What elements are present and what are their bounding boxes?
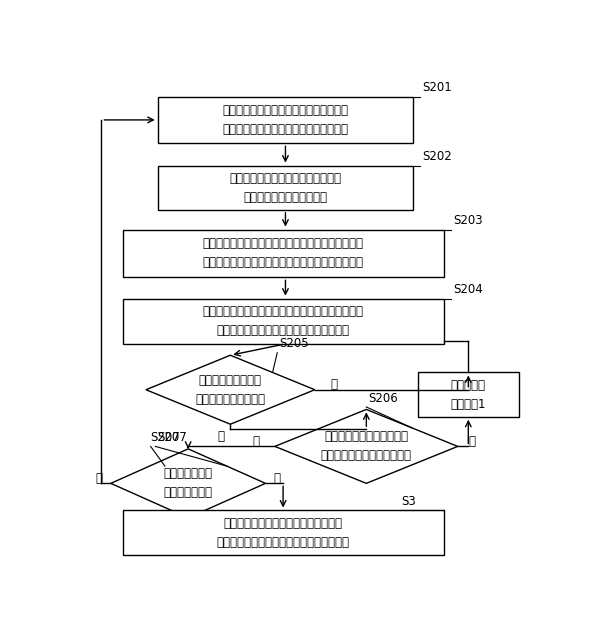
Text: 否: 否 <box>253 435 260 448</box>
FancyBboxPatch shape <box>122 230 443 277</box>
Text: S203: S203 <box>453 214 483 227</box>
Text: S205: S205 <box>280 337 309 350</box>
FancyBboxPatch shape <box>418 372 518 417</box>
Polygon shape <box>111 449 266 518</box>
Polygon shape <box>146 355 315 424</box>
Text: 否: 否 <box>96 472 103 485</box>
FancyBboxPatch shape <box>158 97 413 143</box>
Text: 是: 是 <box>330 378 337 391</box>
Text: 否: 否 <box>217 430 224 443</box>
FancyBboxPatch shape <box>122 298 443 344</box>
Text: 检查当前匹配误差是
否小于设定的误差上限: 检查当前匹配误差是 否小于设定的误差上限 <box>195 374 266 406</box>
Text: 逐尺度对每一个应用服务的历史序列
数据进行时间序列回归分析: 逐尺度对每一个应用服务的历史序列 数据进行时间序列回归分析 <box>229 172 341 204</box>
Text: S207: S207 <box>151 431 180 444</box>
Text: 每尺度下，采用多种时间序列回归分析方法进行分析
，选择误差最小的回归模型作为当前尺度的预测模型: 每尺度下，采用多种时间序列回归分析方法进行分析 ，选择误差最小的回归模型作为当前… <box>203 237 364 269</box>
FancyBboxPatch shape <box>122 511 443 555</box>
FancyBboxPatch shape <box>158 166 413 210</box>
Text: 根据预测的负载和当前应用负载情况，
进行具有功耗意识的应用服务调度优化计算: 根据预测的负载和当前应用负载情况， 进行具有功耗意识的应用服务调度优化计算 <box>217 516 350 548</box>
Polygon shape <box>275 410 458 483</box>
Text: S207: S207 <box>158 431 188 444</box>
Text: 是: 是 <box>468 435 476 448</box>
Text: 是: 是 <box>273 472 281 485</box>
Text: 检查当前所有的
应用是否预测完: 检查当前所有的 应用是否预测完 <box>164 467 212 499</box>
Text: 选择历史日志数据作为初始时间序列回归
分析输入数据，并设定最大匹配尺度层数: 选择历史日志数据作为初始时间序列回归 分析输入数据，并设定最大匹配尺度层数 <box>223 104 348 136</box>
Text: S206: S206 <box>368 392 399 404</box>
Text: 当前匹配尺
度层数加1: 当前匹配尺 度层数加1 <box>451 379 486 411</box>
Text: S3: S3 <box>402 495 416 508</box>
Text: S202: S202 <box>422 150 453 163</box>
Text: S201: S201 <box>422 81 453 94</box>
Text: 检查当前匹配尺度层数是否
小于设定的最大匹配尺度层数: 检查当前匹配尺度层数是否 小于设定的最大匹配尺度层数 <box>321 430 412 462</box>
Text: S204: S204 <box>453 283 483 296</box>
Text: 用当前时间序列输入数据减去当前预测模型预测数据
作为下一尺度的时间序列回归分析输入数据: 用当前时间序列输入数据减去当前预测模型预测数据 作为下一尺度的时间序列回归分析输… <box>203 305 364 337</box>
